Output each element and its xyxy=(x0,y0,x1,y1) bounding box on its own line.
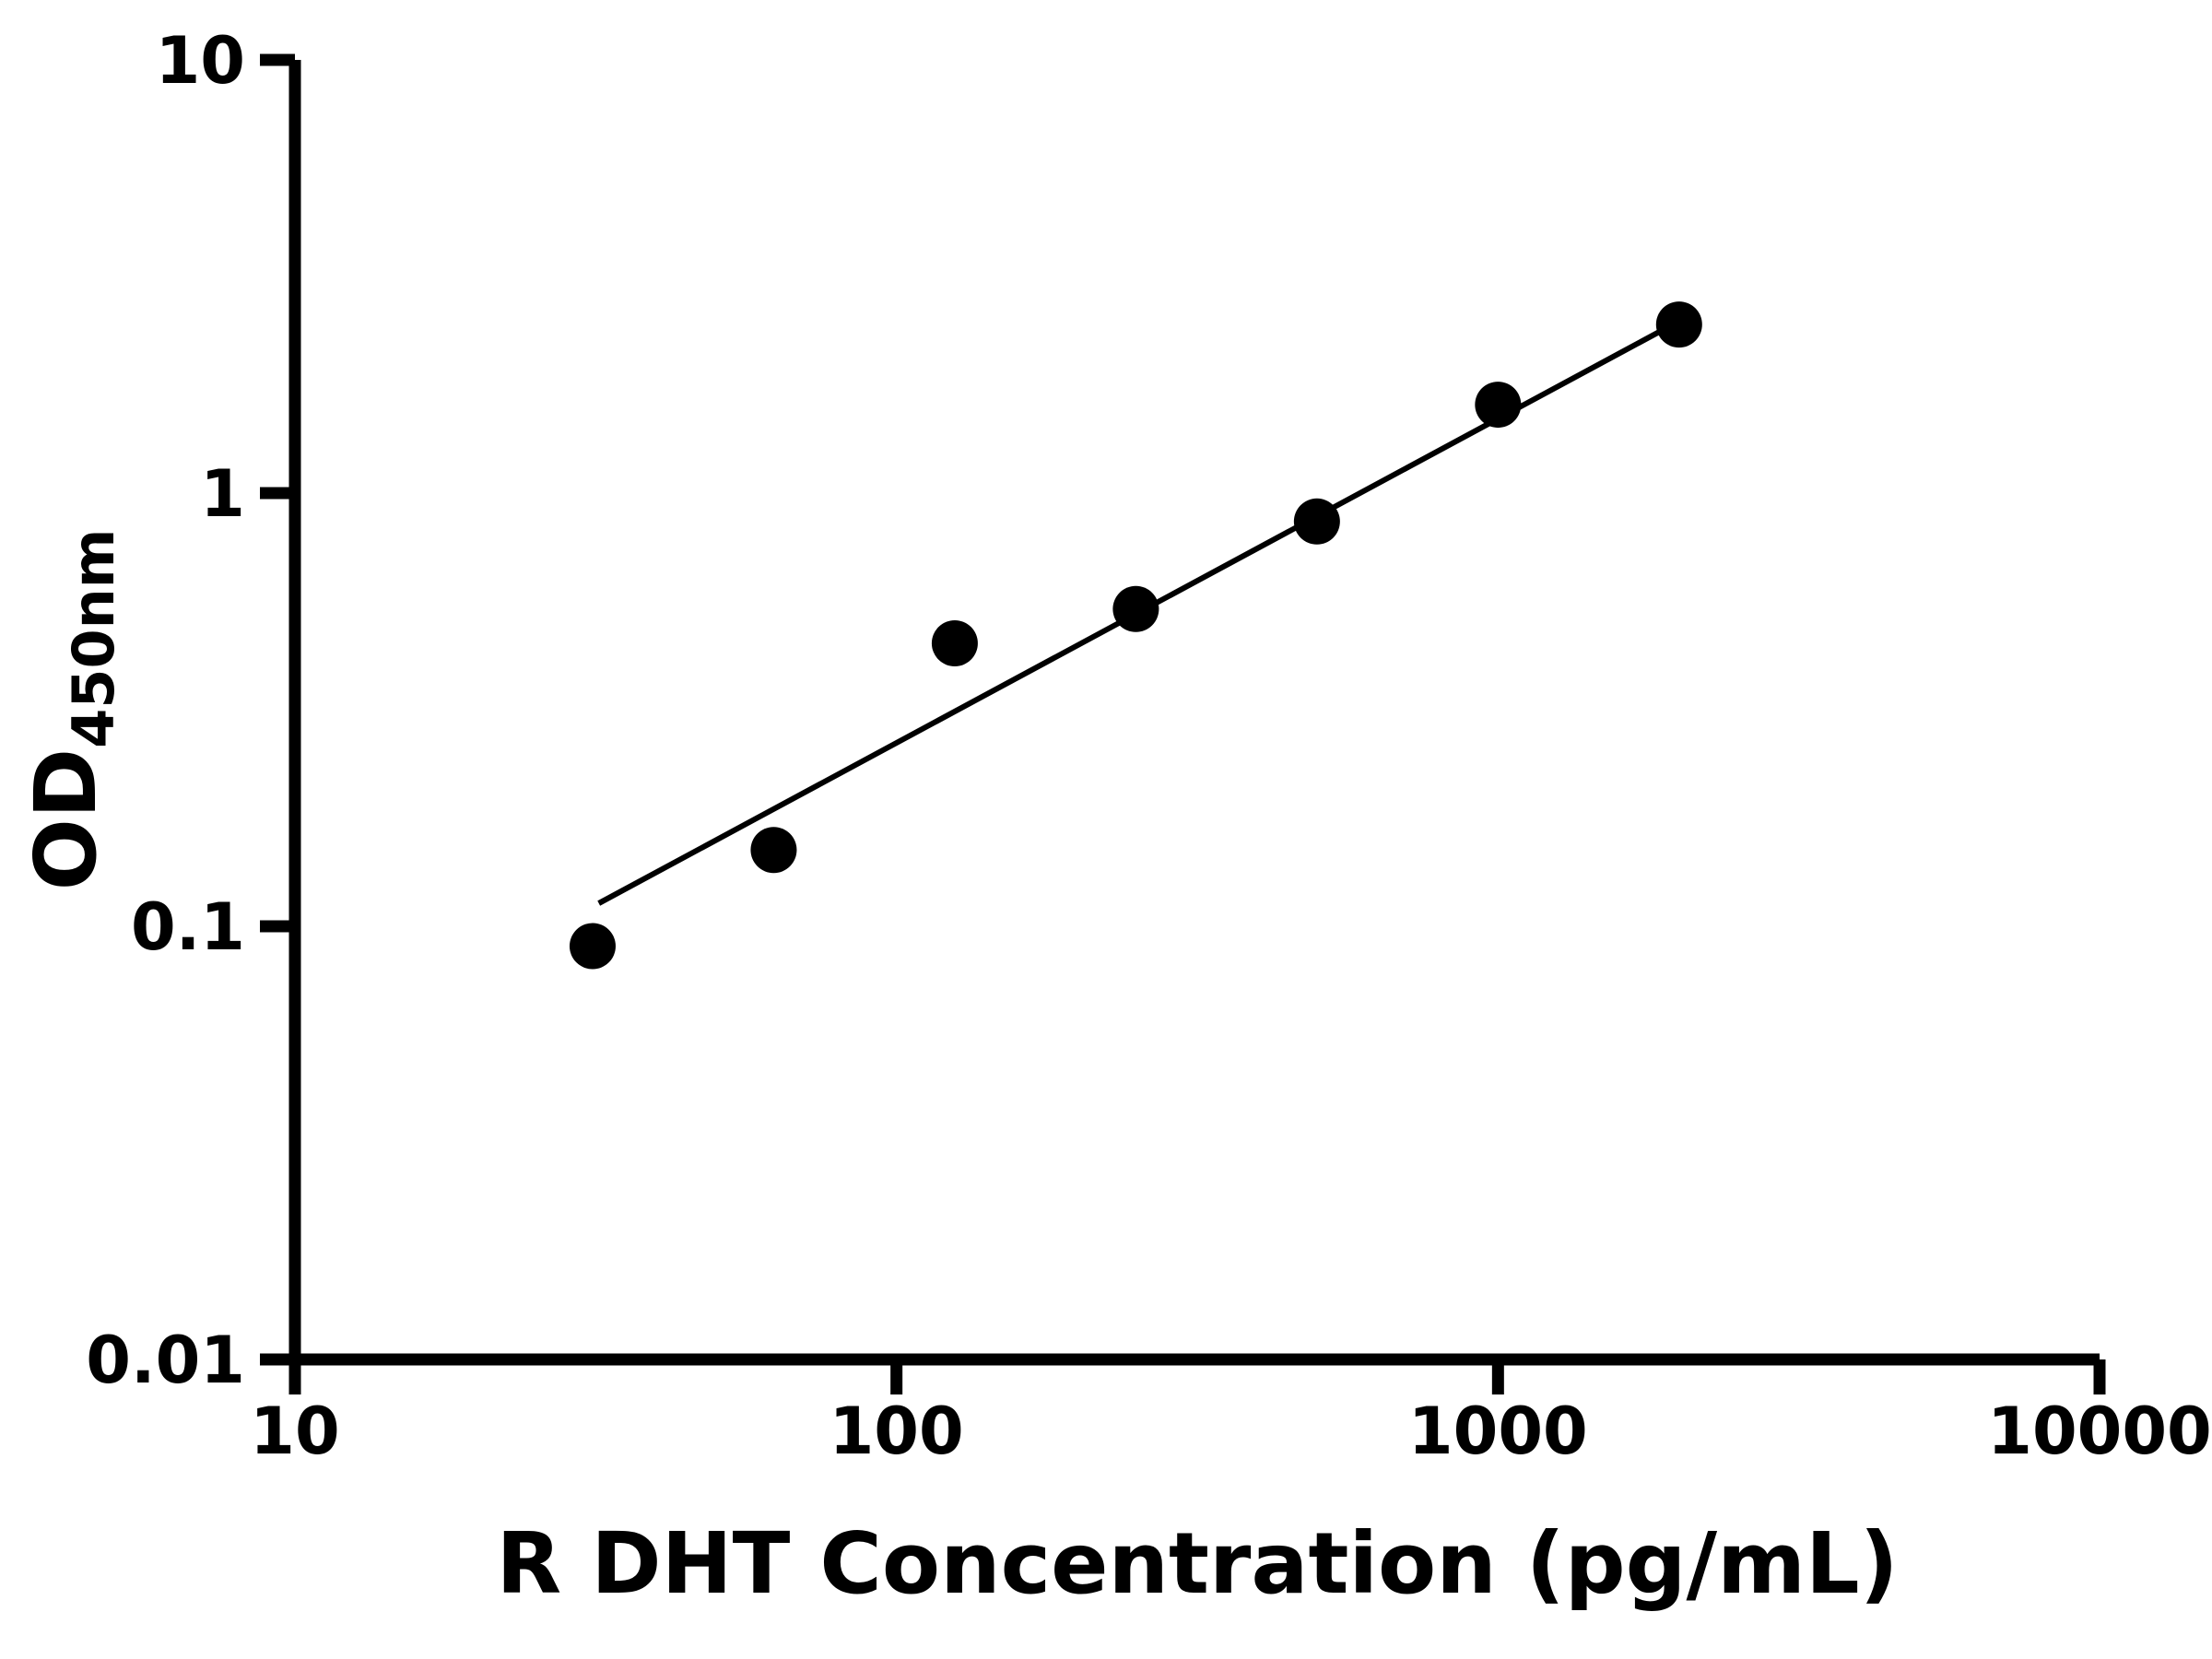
data-point xyxy=(931,619,978,666)
y-axis-title: OD450nm xyxy=(17,529,127,891)
data-point xyxy=(569,923,616,970)
x-tick-label: 1000 xyxy=(1408,1394,1588,1469)
x-tick-label: 10000 xyxy=(1987,1394,2212,1469)
y-axis-title-subscript: 450nm xyxy=(60,529,127,748)
data-point xyxy=(1112,585,1159,632)
y-tick-label: 10 xyxy=(156,23,245,99)
y-tick-label: 0.1 xyxy=(131,889,245,965)
data-point xyxy=(750,827,797,874)
y-tick-label: 0.01 xyxy=(86,1323,245,1398)
data-point xyxy=(1655,301,1702,348)
y-tick-label: 1 xyxy=(200,456,245,532)
data-point xyxy=(1475,382,1522,429)
plot-area: 10 100 1000 10000 0.01 0.1 1 10 xyxy=(86,23,2211,1469)
x-tick-label: 100 xyxy=(830,1394,964,1469)
x-tick-label: 10 xyxy=(250,1394,339,1469)
data-point xyxy=(1293,498,1340,545)
y-axis-title-main: OD xyxy=(17,748,115,891)
x-axis-title: R DHT Concentration (pg/mL) xyxy=(496,1514,1898,1613)
